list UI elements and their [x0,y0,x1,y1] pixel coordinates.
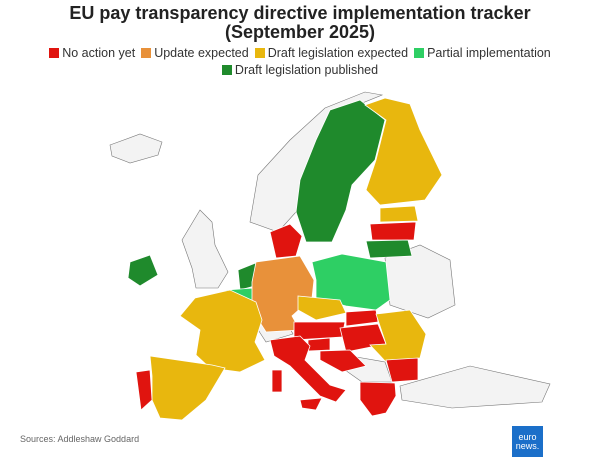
legend-swatch [254,48,265,58]
legend-label: No action yet [62,46,136,60]
country [271,369,283,393]
legend-swatch [414,48,425,58]
legend-label: Partial implementation [427,46,551,60]
country [135,369,153,411]
country [319,349,367,373]
country [379,205,419,223]
title: EU pay transparency directive implementa… [0,4,600,42]
eu-countries [127,97,443,421]
legend-item: Draft legislation expected [254,46,409,60]
country [149,355,226,421]
country [385,357,419,383]
country [299,397,323,411]
non-eu-land [109,91,551,409]
title-line: (September 2025) [224,22,376,42]
country [269,335,347,403]
country [295,99,386,243]
legend-item: Draft legislation published [221,63,379,77]
country [297,295,347,321]
legend-item: Update expected [141,46,249,60]
country [359,381,397,417]
country [365,239,413,259]
legend-swatch [141,48,152,58]
eastern-neighbours [384,244,456,319]
legend-swatch [221,65,232,75]
legend: No action yet Update expected Draft legisl… [20,46,580,77]
logo: euro news. [512,426,543,457]
legend-swatch [49,48,60,58]
iceland [109,133,163,164]
title-line: EU pay transparency directive implementa… [69,3,531,23]
country [369,221,417,241]
country [345,309,379,327]
country [269,223,303,259]
uk [181,209,229,289]
country [364,97,443,206]
country [307,337,331,352]
source: Sources: Addleshaw Goddard [20,434,140,444]
country [127,254,159,287]
turkey [399,365,551,409]
legend-label: Draft legislation published [234,63,379,77]
legend-label: Draft legislation expected [267,46,409,60]
legend-item: Partial implementation [414,46,551,60]
legend-label: Update expected [154,46,249,60]
logo-text: news. [515,440,540,451]
norway [249,91,384,233]
logo-text: euro [518,431,537,442]
legend-item: No action yet [49,46,135,60]
country [179,289,266,373]
